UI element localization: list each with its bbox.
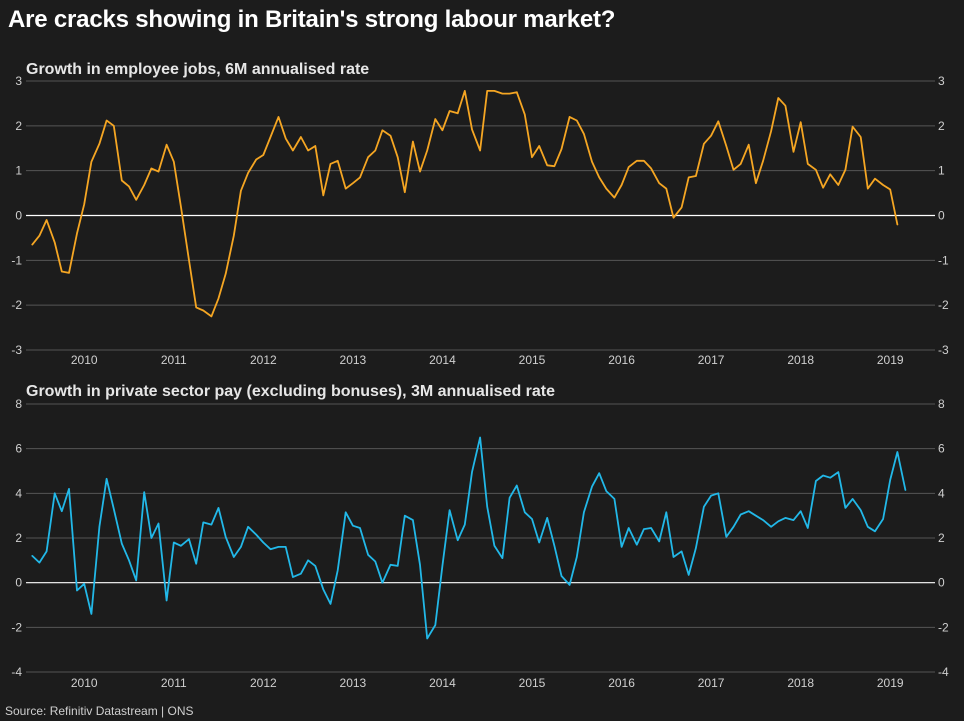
y-tick-label-left: 6 xyxy=(15,442,22,456)
y-tick-label-right: 2 xyxy=(938,119,945,133)
y-tick-label-right: 6 xyxy=(938,442,945,456)
y-tick-label-left: -4 xyxy=(11,665,22,679)
x-tick-label: 2017 xyxy=(698,676,725,690)
x-tick-label: 2018 xyxy=(787,676,814,690)
y-tick-label-left: 1 xyxy=(15,164,22,178)
y-tick-label-right: 0 xyxy=(938,576,945,590)
y-tick-label-left: 8 xyxy=(15,397,22,411)
x-tick-label: 2019 xyxy=(877,353,904,367)
y-tick-label-right: -1 xyxy=(938,253,949,267)
x-tick-label: 2015 xyxy=(519,353,546,367)
y-tick-label-right: 2 xyxy=(938,531,945,545)
x-tick-label: 2016 xyxy=(608,676,635,690)
y-tick-label-right: 0 xyxy=(938,209,945,223)
y-tick-label-right: 4 xyxy=(938,486,945,500)
y-tick-label-left: 4 xyxy=(15,486,22,500)
y-tick-label-right: -3 xyxy=(938,343,949,357)
x-tick-label: 2011 xyxy=(161,353,187,367)
y-tick-label-right: -4 xyxy=(938,665,949,679)
panel-title-pay: Growth in private sector pay (excluding … xyxy=(26,383,555,400)
y-tick-label-right: -2 xyxy=(938,298,949,312)
y-tick-label-left: -1 xyxy=(11,253,22,267)
x-tick-label: 2013 xyxy=(340,676,367,690)
x-tick-label: 2019 xyxy=(877,676,904,690)
y-tick-label-left: 2 xyxy=(15,531,22,545)
x-tick-label: 2016 xyxy=(608,353,635,367)
y-tick-label-left: -2 xyxy=(11,298,22,312)
y-tick-label-left: 0 xyxy=(15,209,22,223)
x-tick-label: 2013 xyxy=(340,353,367,367)
y-tick-label-left: -2 xyxy=(11,620,22,634)
panel-title-jobs: Growth in employee jobs, 6M annualised r… xyxy=(26,61,369,78)
y-tick-label-left: 3 xyxy=(15,74,22,88)
x-tick-label: 2014 xyxy=(429,676,456,690)
x-tick-label: 2012 xyxy=(250,676,277,690)
x-tick-label: 2018 xyxy=(787,353,814,367)
y-tick-label-right: -2 xyxy=(938,620,949,634)
y-tick-label-right: 3 xyxy=(938,74,945,88)
y-tick-label-left: 0 xyxy=(15,576,22,590)
page-title: Are cracks showing in Britain's strong l… xyxy=(8,6,616,33)
series-line-pay xyxy=(31,436,907,640)
x-tick-label: 2011 xyxy=(161,676,187,690)
series-line-jobs xyxy=(31,90,899,318)
source-note: Source: Refinitiv Datastream | ONS xyxy=(5,704,194,718)
x-tick-label: 2012 xyxy=(250,353,277,367)
panel-employee-jobs: Growth in employee jobs, 6M annualised r… xyxy=(11,61,949,367)
x-tick-label: 2010 xyxy=(71,353,98,367)
x-tick-label: 2010 xyxy=(71,676,98,690)
x-tick-label: 2015 xyxy=(519,676,546,690)
y-tick-label-left: -3 xyxy=(11,343,22,357)
panel-private-pay: Growth in private sector pay (excluding … xyxy=(11,383,949,690)
x-tick-label: 2017 xyxy=(698,353,725,367)
y-tick-label-left: 2 xyxy=(15,119,22,133)
x-tick-label: 2014 xyxy=(429,353,456,367)
y-tick-label-right: 1 xyxy=(938,164,945,178)
y-tick-label-right: 8 xyxy=(938,397,945,411)
